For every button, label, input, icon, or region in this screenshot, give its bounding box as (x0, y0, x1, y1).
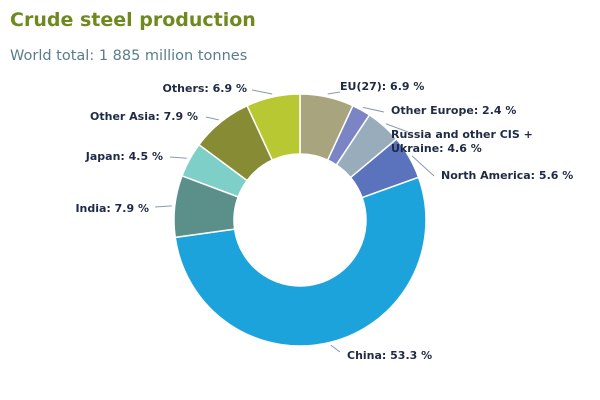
label-other-asia: Other Asia: 7.9 % (90, 110, 198, 123)
label-russia-and-other-cis-ukraine: Russia and other CIS + Ukraine: 4.6 % (391, 128, 533, 155)
leader-lines (154, 89, 435, 353)
label-north-america: North America: 5.6 % (441, 169, 573, 182)
leader-other-asia (205, 116, 219, 121)
leader-others (251, 89, 273, 95)
slice-labels: EU(27): 6.9 % Other Europe: 2.4 % Russia a… (75, 80, 573, 362)
label-china: China: 53.3 % (347, 349, 432, 362)
label-other-europe: Other Europe: 2.4 % (391, 104, 516, 117)
leader-north-america (411, 155, 435, 177)
leader-russia-and-other-cis-ukraine (385, 123, 409, 133)
leader-other-europe (362, 106, 385, 113)
slice-others (246, 93, 301, 162)
chart-title: Crude steel production (10, 9, 256, 31)
leader-china (330, 344, 341, 353)
chart-subtitle: World total: 1 885 million tonnes (10, 48, 248, 64)
donut-slices (173, 93, 427, 347)
leader-india (154, 205, 172, 208)
label-others: Others: 6.9 % (163, 82, 247, 95)
label-eu-27: EU(27): 6.9 % (340, 80, 424, 93)
leader-japan (169, 156, 187, 159)
slice-china (174, 176, 427, 347)
label-japan: Japan: 4.5 % (85, 150, 163, 163)
label-india: India: 7.9 % (75, 202, 149, 215)
leader-eu-27 (327, 91, 341, 95)
